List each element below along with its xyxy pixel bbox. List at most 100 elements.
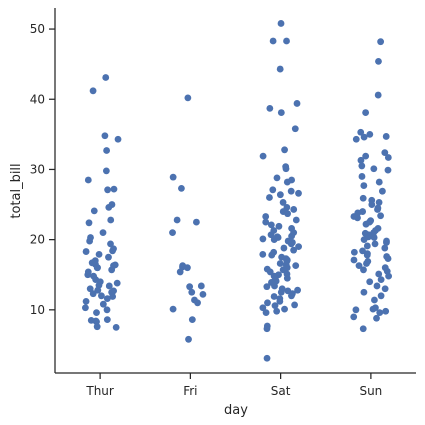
data-point-sat <box>276 65 284 73</box>
data-point-sun <box>368 201 376 208</box>
data-point-sun <box>370 229 378 237</box>
data-point-sat <box>264 299 271 307</box>
x-axis-title: day <box>224 403 248 418</box>
data-point-sun <box>355 262 363 270</box>
data-point-sat <box>259 304 267 312</box>
data-point-sat <box>280 244 288 252</box>
data-point-fri <box>173 216 181 224</box>
data-point-sun <box>362 109 370 116</box>
data-point-sun <box>374 91 382 99</box>
data-point-sat <box>269 186 277 194</box>
data-point-sat <box>283 274 291 282</box>
data-point-sat <box>276 298 284 305</box>
data-point-fri <box>186 283 194 291</box>
x-tick-label-sun: Sun <box>359 384 382 398</box>
data-point-thur <box>109 247 116 255</box>
data-point-sun <box>352 306 360 314</box>
data-point-thur <box>98 292 105 300</box>
data-point-sun <box>381 244 389 252</box>
data-point-sat <box>287 187 295 195</box>
data-point-sat <box>259 250 267 258</box>
data-point-sun <box>377 276 385 284</box>
data-point-sat <box>267 221 275 229</box>
y-axis-title: total_bill <box>9 163 24 218</box>
data-points <box>82 20 392 362</box>
data-point-sun <box>377 38 385 46</box>
data-point-thur <box>102 167 110 175</box>
data-point-sun <box>375 57 382 65</box>
data-point-sat <box>277 20 285 27</box>
data-point-sat <box>277 288 285 296</box>
data-point-fri <box>194 299 201 307</box>
data-point-sun <box>370 234 378 241</box>
data-point-thur <box>90 207 98 215</box>
data-point-thur <box>85 219 93 227</box>
data-point-thur <box>82 298 90 305</box>
data-point-sat <box>282 165 290 173</box>
x-tick-label-thur: Thur <box>85 384 114 398</box>
data-point-sun <box>382 133 390 140</box>
data-point-sun <box>373 282 381 290</box>
data-point-thur <box>94 286 102 294</box>
data-point-sat <box>273 174 281 182</box>
data-point-fri <box>169 305 177 313</box>
data-point-sun <box>362 220 370 228</box>
data-point-sun <box>350 248 358 256</box>
data-point-thur <box>105 253 112 261</box>
data-point-sun <box>373 314 380 322</box>
data-point-sun <box>371 240 379 248</box>
data-point-sun <box>360 288 368 296</box>
data-point-sun <box>371 296 378 304</box>
data-point-sat <box>266 194 273 201</box>
data-point-sun <box>382 307 390 315</box>
data-point-sat <box>284 210 291 218</box>
data-point-thur <box>93 323 101 331</box>
data-point-sat <box>281 146 288 154</box>
data-point-thur <box>105 203 113 211</box>
data-point-sun <box>352 135 360 143</box>
y-tick-label: 10 <box>30 303 45 317</box>
data-point-thur <box>95 250 103 258</box>
data-point-sat <box>267 231 275 239</box>
x-tick-label-fri: Fri <box>183 384 197 398</box>
data-point-thur <box>109 293 117 300</box>
data-point-fri <box>188 316 196 324</box>
data-point-sun <box>381 149 389 157</box>
data-point-sun <box>375 199 383 206</box>
data-point-sun <box>384 154 392 161</box>
data-point-sat <box>270 236 278 244</box>
data-point-sun <box>381 285 389 293</box>
data-point-thur <box>84 271 92 279</box>
data-point-thur <box>103 316 111 324</box>
data-point-fri <box>169 173 177 181</box>
data-point-sun <box>384 255 392 262</box>
data-point-sun <box>377 212 384 220</box>
data-point-sun <box>360 266 367 274</box>
data-point-sat <box>275 222 283 230</box>
data-point-thur <box>86 285 94 293</box>
data-point-sat <box>271 302 279 310</box>
data-point-thur <box>89 87 97 95</box>
x-tick-label-sat: Sat <box>271 384 291 398</box>
data-point-thur <box>103 306 111 314</box>
data-point-thur <box>110 185 118 193</box>
data-point-sun <box>358 162 366 170</box>
data-point-fri <box>185 335 192 343</box>
data-point-sat <box>281 305 288 313</box>
data-point-sun <box>363 251 371 259</box>
data-point-sat <box>292 216 300 224</box>
data-point-sun <box>362 152 370 160</box>
data-point-sat <box>259 152 267 160</box>
y-axis-ticks: 10 20 30 40 50 <box>30 22 55 317</box>
data-point-fri <box>176 268 184 276</box>
data-point-fri <box>197 282 205 290</box>
data-point-thur <box>104 186 112 194</box>
data-point-sat <box>288 292 295 300</box>
data-point-thur <box>107 216 115 224</box>
data-point-sat <box>262 213 270 220</box>
data-point-sat <box>277 109 285 116</box>
y-tick-label: 20 <box>30 233 45 247</box>
data-point-thur <box>99 229 107 237</box>
data-point-sat <box>276 191 284 199</box>
data-point-sun <box>383 239 390 246</box>
